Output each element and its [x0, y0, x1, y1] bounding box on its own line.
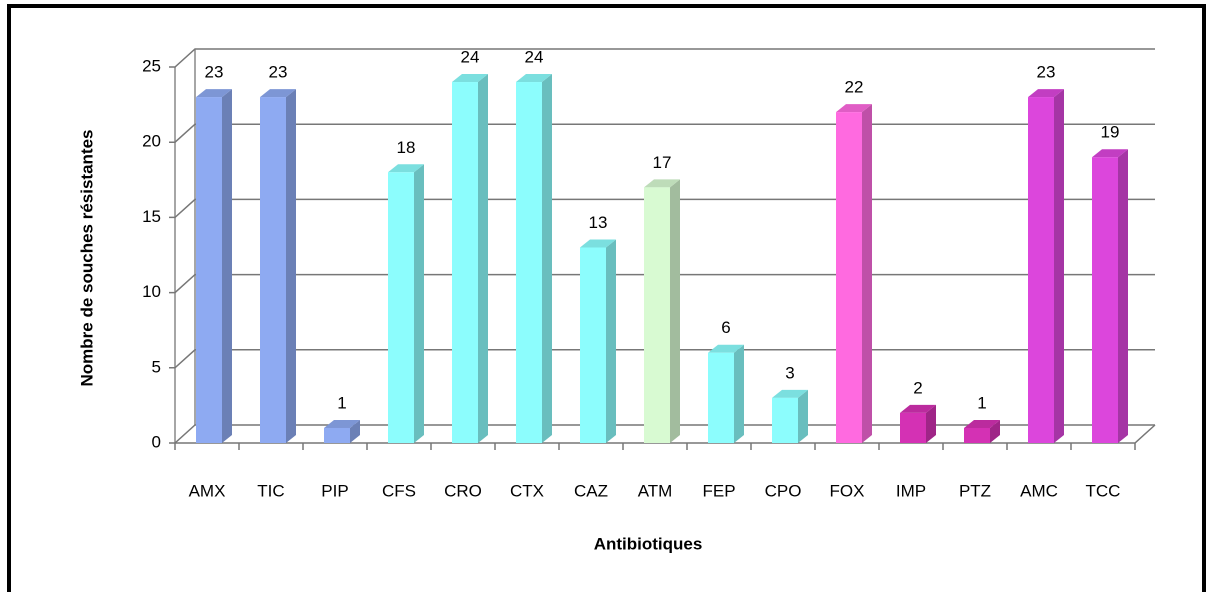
bar-top: [964, 419, 1000, 428]
x-tick-label: CFS: [382, 481, 416, 500]
bar-side: [862, 104, 872, 444]
bar-side: [478, 74, 488, 443]
x-tick-label: PIP: [321, 481, 348, 500]
grid-line: [169, 123, 1155, 143]
bar: [772, 397, 798, 443]
value-label: 1: [977, 393, 986, 412]
bar-top: [900, 404, 936, 413]
bar-top: [836, 104, 872, 113]
bar-side: [670, 179, 680, 443]
grid-line: [169, 48, 1155, 68]
x-tick-label: CPO: [765, 481, 802, 500]
value-label: 19: [1101, 123, 1120, 142]
x-tick-label: AMC: [1020, 481, 1058, 500]
bar-top: [644, 179, 680, 188]
bar-side: [286, 89, 296, 443]
bar: [452, 82, 478, 443]
x-tick-label: TCC: [1086, 481, 1121, 500]
value-label: 18: [397, 138, 416, 157]
bar-top: [452, 74, 488, 83]
x-tick-label: FEP: [702, 481, 735, 500]
value-label: 6: [721, 318, 730, 337]
bar-side: [990, 419, 1000, 443]
bar: [964, 427, 990, 443]
bar-top: [260, 89, 296, 98]
x-tick-label: FOX: [830, 481, 865, 500]
value-label: 3: [785, 363, 794, 382]
value-label: 17: [653, 153, 672, 172]
x-tick-label: TIC: [257, 481, 284, 500]
y-tick-label: 5: [152, 357, 161, 376]
y-tick-label: 25: [142, 56, 161, 75]
bar-top: [708, 344, 744, 353]
y-tick-label: 15: [142, 207, 161, 226]
bar-top: [580, 239, 616, 248]
x-tick-label: AMX: [189, 481, 226, 500]
bar: [836, 112, 862, 444]
bar: [900, 412, 926, 443]
x-tick-label: PTZ: [959, 481, 991, 500]
bar-top: [772, 389, 808, 398]
value-label: 24: [525, 48, 544, 67]
value-label: 23: [1037, 63, 1056, 82]
bar: [260, 97, 286, 443]
value-label: 22: [845, 78, 864, 97]
bar-side: [606, 239, 616, 443]
frame: [7, 4, 1206, 592]
bar: [516, 82, 542, 443]
x-tick-label: CAZ: [574, 481, 608, 500]
bar: [644, 187, 670, 443]
bar-side: [798, 389, 808, 443]
bar: [388, 172, 414, 443]
bar-side: [542, 74, 552, 443]
bar-side: [926, 404, 936, 443]
y-tick-label: 20: [142, 132, 161, 151]
value-label: 2: [913, 378, 922, 397]
x-axis-title: Antibiotiques: [594, 534, 703, 553]
bar: [324, 427, 350, 443]
bar: [580, 247, 606, 443]
bar-side: [414, 164, 424, 443]
y-tick-label: 0: [152, 432, 161, 451]
x-tick-label: CRO: [444, 481, 482, 500]
value-label: 23: [269, 63, 288, 82]
y-tick-label: 10: [142, 282, 161, 301]
bar-top: [1092, 149, 1128, 158]
bar-top: [324, 419, 360, 428]
bar-side: [1054, 89, 1064, 443]
bar-side: [222, 89, 232, 443]
bar-top: [388, 164, 424, 173]
y-axis-title: Nombre de souches résistantes: [77, 130, 96, 387]
x-tick-label: ATM: [638, 481, 673, 500]
value-label: 24: [461, 48, 480, 67]
x-tick-label: CTX: [510, 481, 544, 500]
value-label: 13: [589, 213, 608, 232]
bar-side: [350, 419, 360, 443]
bar-top: [196, 89, 232, 98]
bar-side: [1118, 149, 1128, 444]
bar-side: [734, 344, 744, 443]
bar-top: [1028, 89, 1064, 98]
bar: [196, 97, 222, 443]
bar: [708, 352, 734, 443]
x-tick-label: IMP: [896, 481, 926, 500]
value-label: 1: [337, 393, 346, 412]
bar: [1092, 157, 1118, 444]
bar-top: [516, 74, 552, 83]
bar: [1028, 97, 1054, 443]
value-label: 23: [205, 63, 224, 82]
